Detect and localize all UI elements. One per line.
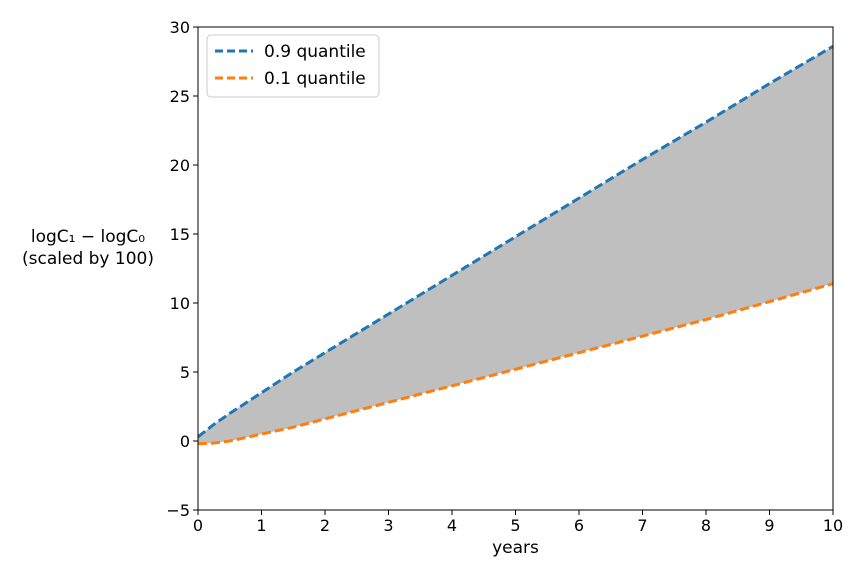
- legend-box: [206, 34, 380, 98]
- x-axis-label: years: [492, 538, 539, 558]
- y-axis-label-line1: logC₁ − logC₀: [31, 227, 145, 247]
- y-axis-label-line2: (scaled by 100): [22, 249, 154, 269]
- legend-label-0.9-quantile: 0.9 quantile: [264, 42, 366, 62]
- x-tick-label: 4: [447, 516, 457, 535]
- x-tick-label: 8: [701, 516, 711, 535]
- legend: 0.9 quantile 0.1 quantile: [206, 34, 380, 98]
- series-line-0.9-quantile: [197, 45, 834, 439]
- x-tick-label: 9: [764, 516, 774, 535]
- fill-between-area: [198, 46, 833, 444]
- y-tick-label: −5: [166, 501, 190, 520]
- legend-label-0.1-quantile: 0.1 quantile: [264, 69, 366, 89]
- x-tick-label: 3: [383, 516, 393, 535]
- x-tick-label: 10: [823, 516, 843, 535]
- fill-area-layer: [198, 46, 833, 444]
- y-tick-label: 15: [170, 225, 190, 244]
- x-tick-label: 1: [256, 516, 266, 535]
- y-tick-label: 0: [180, 432, 190, 451]
- x-tick-label: 6: [574, 516, 584, 535]
- x-tick-label: 7: [637, 516, 647, 535]
- y-tick-label: 5: [180, 363, 190, 382]
- x-tick-label: 2: [320, 516, 330, 535]
- x-tick-label: 0: [193, 516, 203, 535]
- series-lines-layer: [197, 45, 834, 446]
- y-tick-label: 20: [170, 156, 190, 175]
- y-tick-label: 10: [170, 294, 190, 313]
- x-tick-label: 5: [510, 516, 520, 535]
- y-tick-label: 30: [170, 18, 190, 37]
- series-line-0.1-quantile: [197, 282, 834, 446]
- y-tick-label: 25: [170, 87, 190, 106]
